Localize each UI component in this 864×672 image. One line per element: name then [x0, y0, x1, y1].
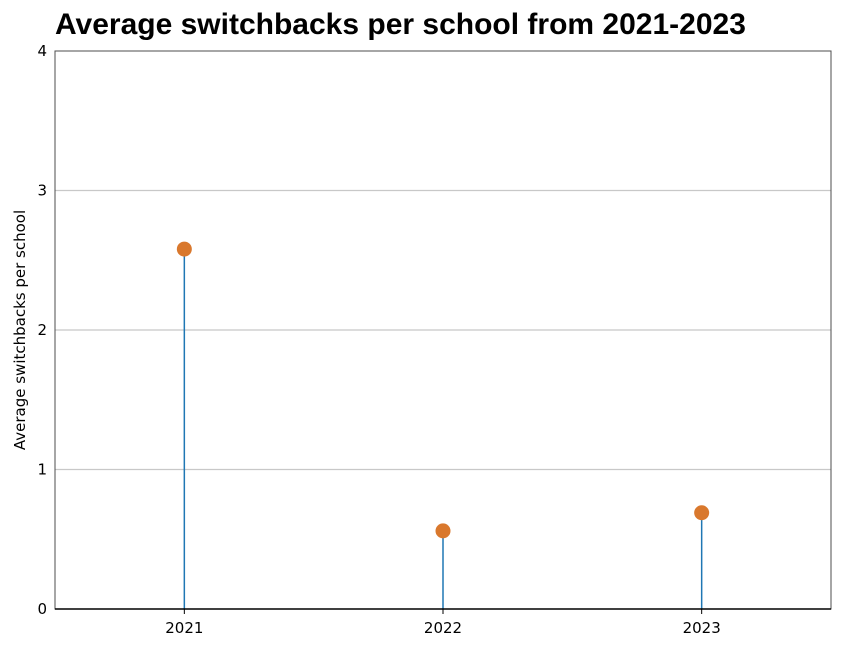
marker-2023	[694, 505, 710, 521]
marker-2021	[176, 241, 192, 257]
x-tick-label: 2021	[165, 619, 203, 637]
y-tick-label: 1	[37, 461, 47, 479]
x-tick-label: 2022	[424, 619, 462, 637]
y-axis-ticks: 0 1 2 3 4	[37, 42, 47, 618]
marker-2022	[435, 523, 451, 539]
y-tick-label: 0	[37, 600, 47, 618]
x-tick-label: 2023	[683, 619, 721, 637]
y-tick-label: 2	[37, 321, 47, 339]
x-axis-ticks: 2021 2022 2023	[165, 609, 721, 637]
y-tick-label: 3	[37, 182, 47, 200]
markers	[176, 241, 710, 539]
stems	[183, 249, 703, 609]
gridlines	[55, 189, 831, 471]
y-tick-label: 4	[37, 42, 47, 60]
y-axis-label: Average switchbacks per school	[11, 210, 29, 450]
chart-title: Average switchbacks per school from 2021…	[55, 8, 746, 41]
